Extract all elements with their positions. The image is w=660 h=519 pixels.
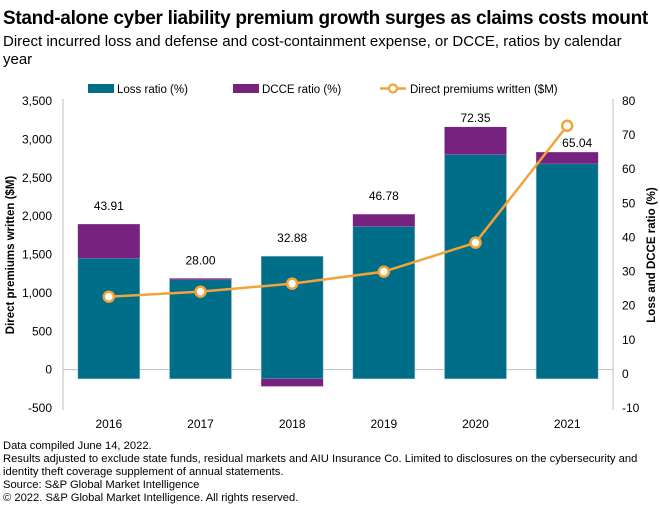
premiums-point xyxy=(469,236,482,249)
data-label-total-ratio: 46.78 xyxy=(369,189,399,203)
y-tick-label-right: 50 xyxy=(622,196,636,210)
x-tick-label: 2019 xyxy=(370,417,397,431)
legend-swatch-loss xyxy=(88,84,114,93)
footnote-methodology: Results adjusted to exclude state funds,… xyxy=(3,453,638,478)
bar-dcce-ratio xyxy=(536,152,599,164)
y-tick-label-left: 2,500 xyxy=(22,171,52,185)
y-tick-label-right: 40 xyxy=(622,230,636,244)
premiums-point xyxy=(285,277,299,290)
y-tick-label-left: 1,000 xyxy=(22,286,52,300)
legend-label-dcce: DCCE ratio (%) xyxy=(262,84,341,96)
legend-marker-premiums xyxy=(387,83,399,94)
y-axis-title-right: Loss and DCCE ratio (%) xyxy=(646,187,658,323)
x-tick-label: 2016 xyxy=(95,417,122,431)
footnotes: Data compiled June 14, 2022. Results adj… xyxy=(3,440,658,505)
premiums-point xyxy=(377,265,391,278)
y-tick-label-right: 70 xyxy=(622,128,636,142)
footnote-copyright: © 2022. S&P Global Market Intelligence. … xyxy=(3,492,299,504)
data-labels: 43.91 28.00 32.88 46.78 72.35 65.04 xyxy=(94,111,593,267)
data-label-total-ratio: 65.04 xyxy=(562,136,592,150)
legend-label-loss: Loss ratio (%) xyxy=(117,84,188,96)
y-tick-label-right: 60 xyxy=(622,162,636,176)
data-label-total-ratio: 43.91 xyxy=(94,199,124,213)
bar-dcce-ratio xyxy=(444,126,507,155)
bar-dcce-ratio xyxy=(77,224,140,259)
axes: -50005001,0001,5002,0002,5003,0003,500-1… xyxy=(22,94,640,431)
y-tick-label-left: 1,500 xyxy=(22,248,52,262)
bar-dcce-ratio xyxy=(169,278,232,280)
bar-loss-ratio xyxy=(444,154,507,380)
x-tick-label: 2021 xyxy=(554,417,581,431)
bar-loss-ratio xyxy=(260,255,324,380)
data-label-total-ratio: 28.00 xyxy=(185,253,215,267)
y-tick-label-left: -500 xyxy=(28,401,52,415)
bar-loss-ratio xyxy=(77,257,141,380)
legend-swatch-dcce xyxy=(233,84,259,93)
footnote-source: Source: S&P Global Market Intelligence xyxy=(3,479,200,491)
y-axis-title-left: Direct premiums written ($M) xyxy=(5,176,17,335)
premiums-point xyxy=(560,119,574,133)
y-tick-label-right: 20 xyxy=(622,299,636,313)
bar-dcce-ratio xyxy=(352,214,415,227)
bar-dcce-ratio xyxy=(261,378,324,387)
legend-label-premiums: Direct premiums written ($M) xyxy=(410,84,558,96)
bar-loss-ratio xyxy=(535,163,599,380)
data-label-total-ratio: 32.88 xyxy=(277,231,307,245)
bar-loss-ratio xyxy=(352,226,416,380)
chart: Loss ratio (%) DCCE ratio (%) Direct pre… xyxy=(5,83,658,431)
y-tick-label-right: 30 xyxy=(622,265,636,279)
y-tick-label-left: 3,000 xyxy=(22,132,52,146)
y-tick-label-left: 3,500 xyxy=(22,94,52,108)
chart-subtitle: Direct incurred loss and defense and cos… xyxy=(3,33,622,68)
y-tick-label-right: 80 xyxy=(622,94,636,108)
footnote-date: Data compiled June 14, 2022. xyxy=(3,440,152,452)
premiums-point xyxy=(194,285,207,298)
x-tick-label: 2020 xyxy=(462,417,489,431)
y-tick-label-left: 0 xyxy=(45,363,52,377)
y-tick-label-left: 500 xyxy=(32,324,52,338)
legend: Loss ratio (%) DCCE ratio (%) Direct pre… xyxy=(88,83,558,96)
premiums-line xyxy=(102,119,574,303)
data-label-total-ratio: 72.35 xyxy=(460,111,490,125)
y-tick-label-left: 2,000 xyxy=(22,209,52,223)
chart-title: Stand-alone cyber liability premium grow… xyxy=(3,8,648,29)
bars xyxy=(77,126,599,387)
y-tick-label-right: -10 xyxy=(622,401,640,415)
premiums-line-path xyxy=(108,125,569,298)
y-tick-label-right: 0 xyxy=(622,367,629,381)
x-tick-label: 2018 xyxy=(279,417,306,431)
y-tick-label-right: 10 xyxy=(622,333,636,347)
premiums-point xyxy=(102,290,116,303)
x-tick-label: 2017 xyxy=(187,417,214,431)
